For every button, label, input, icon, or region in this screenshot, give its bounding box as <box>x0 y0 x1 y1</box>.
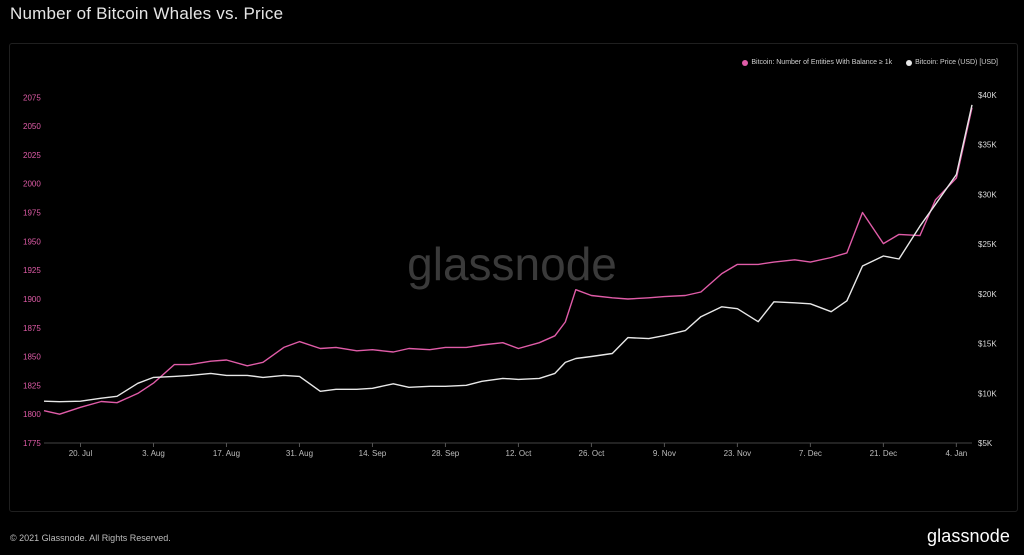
chart-panel <box>9 43 1018 512</box>
x-tick-label: 14. Sep <box>359 449 387 458</box>
y-left-tick-label: 1875 <box>23 324 41 333</box>
x-tick-label: 4. Jan <box>945 449 967 458</box>
y-left-tick-label: 1925 <box>23 266 41 275</box>
y-right-tick-label: $40K <box>978 91 997 100</box>
x-tick-label: 26. Oct <box>579 449 606 458</box>
x-tick-label: 31. Aug <box>286 449 313 458</box>
x-tick-label: 21. Dec <box>870 449 898 458</box>
x-tick-label: 17. Aug <box>213 449 240 458</box>
chart-title: Number of Bitcoin Whales vs. Price <box>10 4 284 23</box>
y-right-tick-label: $25K <box>978 240 997 249</box>
y-left-tick-label: 1825 <box>23 381 41 390</box>
y-left-tick-label: 2050 <box>23 122 41 131</box>
y-left-tick-label: 2025 <box>23 151 41 160</box>
x-tick-label: 7. Dec <box>799 449 822 458</box>
legend-dot-price <box>906 59 913 66</box>
y-left-tick-label: 1850 <box>23 353 41 362</box>
legend: Bitcoin: Number of Entities With Balance… <box>742 59 998 66</box>
legend-dot-entities <box>742 59 749 66</box>
y-left-tick-label: 2075 <box>23 93 41 102</box>
legend-label-price: Bitcoin: Price (USD) [USD] <box>915 59 998 66</box>
y-left-tick-label: 1775 <box>23 439 41 448</box>
y-left-tick-label: 1900 <box>23 295 41 304</box>
y-left-tick-label: 1950 <box>23 237 41 246</box>
legend-label-entities: Bitcoin: Number of Entities With Balance… <box>751 59 893 66</box>
y-right-tick-label: $20K <box>978 290 997 299</box>
y-right-tick-label: $15K <box>978 340 997 349</box>
y-right-tick-label: $35K <box>978 141 997 150</box>
y-left-tick-label: 1800 <box>23 410 41 419</box>
y-right-tick-label: $30K <box>978 190 997 199</box>
y-left-tick-label: 2000 <box>23 180 41 189</box>
y-right-tick-label: $10K <box>978 389 997 398</box>
x-tick-label: 3. Aug <box>142 449 165 458</box>
series-line-price <box>43 104 973 403</box>
legend-item-price[interactable]: Bitcoin: Price (USD) [USD] <box>906 59 998 66</box>
legend-item-entities[interactable]: Bitcoin: Number of Entities With Balance… <box>742 59 892 66</box>
y-left-tick-label: 1975 <box>23 209 41 218</box>
glassnode-logo[interactable]: glassnode <box>927 526 1010 546</box>
y-right-tick-label: $5K <box>978 439 993 448</box>
watermark-text: glassnode <box>407 238 617 290</box>
x-tick-label: 20. Jul <box>69 449 93 458</box>
copyright-text: © 2021 Glassnode. All Rights Reserved. <box>10 533 171 543</box>
x-tick-label: 28. Sep <box>432 449 460 458</box>
x-tick-label: 23. Nov <box>724 449 752 458</box>
x-tick-label: 9. Nov <box>653 449 676 458</box>
x-tick-label: 12. Oct <box>506 449 533 458</box>
series-line-entities <box>43 107 973 415</box>
